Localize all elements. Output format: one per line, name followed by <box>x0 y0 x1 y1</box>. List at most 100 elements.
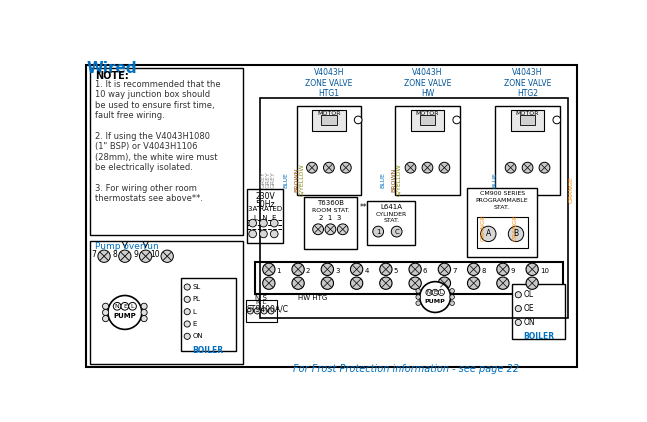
Text: V4043H
ZONE VALVE
HTG2: V4043H ZONE VALVE HTG2 <box>504 68 551 98</box>
Circle shape <box>351 263 363 276</box>
Circle shape <box>450 295 454 299</box>
Text: PROGRAMMABLE: PROGRAMMABLE <box>476 198 529 203</box>
Text: BLUE: BLUE <box>493 172 498 188</box>
Circle shape <box>268 308 274 314</box>
Text: ORANGE: ORANGE <box>480 214 485 241</box>
Text: 2. If using the V4043H1080: 2. If using the V4043H1080 <box>95 132 210 141</box>
Text: HW HTG: HW HTG <box>298 295 327 301</box>
Text: (1" BSP) or V4043H1106: (1" BSP) or V4043H1106 <box>95 142 197 151</box>
Circle shape <box>453 116 461 124</box>
Circle shape <box>539 162 550 173</box>
Circle shape <box>263 277 275 289</box>
Text: L: L <box>440 290 443 295</box>
Text: 8: 8 <box>481 268 486 274</box>
Text: ROOM STAT.: ROOM STAT. <box>312 208 349 213</box>
Text: G/YELLOW: G/YELLOW <box>300 164 305 196</box>
Circle shape <box>270 230 278 238</box>
Text: 3. For wiring other room: 3. For wiring other room <box>95 184 197 193</box>
Circle shape <box>481 226 496 242</box>
Bar <box>247 189 283 243</box>
Text: 10 way junction box should: 10 way junction box should <box>95 90 210 99</box>
Text: B: B <box>514 230 518 238</box>
Text: PL: PL <box>193 296 201 302</box>
Circle shape <box>129 303 137 310</box>
Bar <box>181 278 237 351</box>
Text: 10: 10 <box>150 250 160 259</box>
Circle shape <box>438 277 450 289</box>
Bar <box>395 106 460 195</box>
Text: L: L <box>193 308 197 315</box>
Text: CM900 SERIES: CM900 SERIES <box>479 191 525 196</box>
Bar <box>512 284 565 339</box>
Circle shape <box>270 219 278 227</box>
Circle shape <box>416 301 421 306</box>
Text: N: N <box>115 304 120 309</box>
Circle shape <box>497 263 509 276</box>
Circle shape <box>553 116 561 124</box>
Text: 2: 2 <box>306 268 310 274</box>
Circle shape <box>184 321 190 327</box>
Circle shape <box>337 224 348 235</box>
Circle shape <box>141 303 147 309</box>
Text: MOTOR: MOTOR <box>416 111 439 116</box>
Text: GREY: GREY <box>270 172 275 189</box>
Bar <box>477 217 527 248</box>
Circle shape <box>468 263 480 276</box>
Circle shape <box>380 277 392 289</box>
Circle shape <box>526 263 538 276</box>
Circle shape <box>321 277 333 289</box>
Circle shape <box>468 277 480 289</box>
Text: be used to ensure first time,: be used to ensure first time, <box>95 101 214 110</box>
Text: PUMP: PUMP <box>113 313 137 319</box>
Circle shape <box>249 230 256 238</box>
Circle shape <box>140 250 152 262</box>
Circle shape <box>439 162 450 173</box>
Text: BROWN: BROWN <box>391 168 396 192</box>
Bar <box>90 241 243 364</box>
Text: 3A RATED: 3A RATED <box>248 206 282 212</box>
Text: (28mm), the white wire must: (28mm), the white wire must <box>95 153 217 162</box>
Circle shape <box>113 303 121 310</box>
Text: BLUE: BLUE <box>380 172 386 188</box>
Text: E: E <box>193 321 197 327</box>
Circle shape <box>325 224 336 235</box>
Text: 1. It is recommended that the: 1. It is recommended that the <box>95 80 221 89</box>
Text: Pump overrun: Pump overrun <box>95 242 159 252</box>
Circle shape <box>438 289 444 295</box>
Circle shape <box>98 250 110 262</box>
Bar <box>90 68 243 235</box>
Circle shape <box>340 162 351 173</box>
Circle shape <box>313 224 324 235</box>
Text: 6: 6 <box>423 268 427 274</box>
Text: V4043H
ZONE VALVE
HW: V4043H ZONE VALVE HW <box>404 68 451 98</box>
Circle shape <box>184 296 190 303</box>
Circle shape <box>422 162 433 173</box>
Text: 8: 8 <box>113 250 117 259</box>
Circle shape <box>432 289 438 295</box>
Bar <box>520 115 535 124</box>
Circle shape <box>141 309 147 316</box>
Circle shape <box>450 289 454 293</box>
Text: OL: OL <box>523 290 534 299</box>
Text: 230V: 230V <box>255 192 275 201</box>
Text: G/YELLOW: G/YELLOW <box>396 164 400 196</box>
Text: 9: 9 <box>133 250 138 259</box>
Circle shape <box>254 308 260 314</box>
Text: SL: SL <box>193 284 201 290</box>
Circle shape <box>259 219 267 227</box>
Circle shape <box>102 316 109 322</box>
Circle shape <box>391 226 402 237</box>
Text: BROWN: BROWN <box>294 168 299 192</box>
Text: BOILER: BOILER <box>192 346 224 354</box>
Circle shape <box>515 292 521 298</box>
Circle shape <box>184 308 190 315</box>
Text: BLUE: BLUE <box>283 172 289 188</box>
Text: T6360B: T6360B <box>317 200 344 206</box>
Circle shape <box>247 308 254 314</box>
Text: ST9400A/C: ST9400A/C <box>247 305 289 314</box>
Circle shape <box>161 250 173 262</box>
Bar <box>255 262 563 294</box>
Text: STAT.: STAT. <box>383 218 399 223</box>
Text: L641A: L641A <box>380 204 402 210</box>
Circle shape <box>380 263 392 276</box>
